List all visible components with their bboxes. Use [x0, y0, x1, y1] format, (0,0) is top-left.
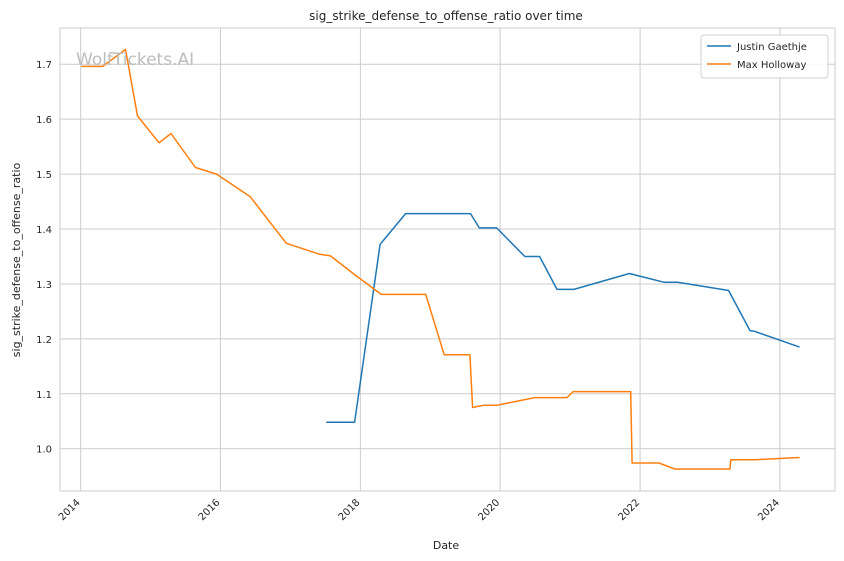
y-tick-label-1.6: 1.6 [36, 115, 52, 126]
series-lines [81, 48, 800, 470]
y-tick-label-1.7: 1.7 [36, 60, 52, 71]
legend: Justin Gaethje Max Holloway [700, 34, 829, 79]
legend-label-max-holloway: Max Holloway [737, 60, 806, 71]
x-tick-label-2014: 2014 [57, 497, 83, 523]
x-tick-label-2016: 2016 [197, 497, 223, 523]
y-tick-label-1.2: 1.2 [36, 335, 52, 346]
y-tick-label-1.3: 1.3 [36, 280, 52, 291]
plot-area [59, 27, 836, 492]
y-tick-label-1.4: 1.4 [36, 225, 52, 236]
chart-title: sig_strike_defense_to_offense_ratio over… [309, 9, 583, 23]
legend-box [700, 34, 829, 79]
y-tick-label-1.1: 1.1 [36, 390, 52, 401]
x-tick-label-2024: 2024 [756, 497, 782, 523]
x-tick-label-2020: 2020 [476, 497, 502, 523]
legend-label-justin-gaethje: Justin Gaethje [736, 42, 807, 53]
chart-watermark: WolfTickets.AI [76, 50, 194, 70]
x-axis-label: Date [433, 539, 460, 552]
x-tick-label-2022: 2022 [616, 497, 642, 523]
y-tick-label-1.5: 1.5 [36, 170, 52, 181]
series-line-justin-gaethje [326, 212, 800, 424]
series-line-max-holloway [81, 48, 800, 470]
y-tick-label-1.0: 1.0 [36, 445, 52, 456]
x-tick-label-2018: 2018 [337, 497, 363, 523]
y-axis-label: sig_strike_defense_to_offense_ratio [10, 163, 23, 358]
